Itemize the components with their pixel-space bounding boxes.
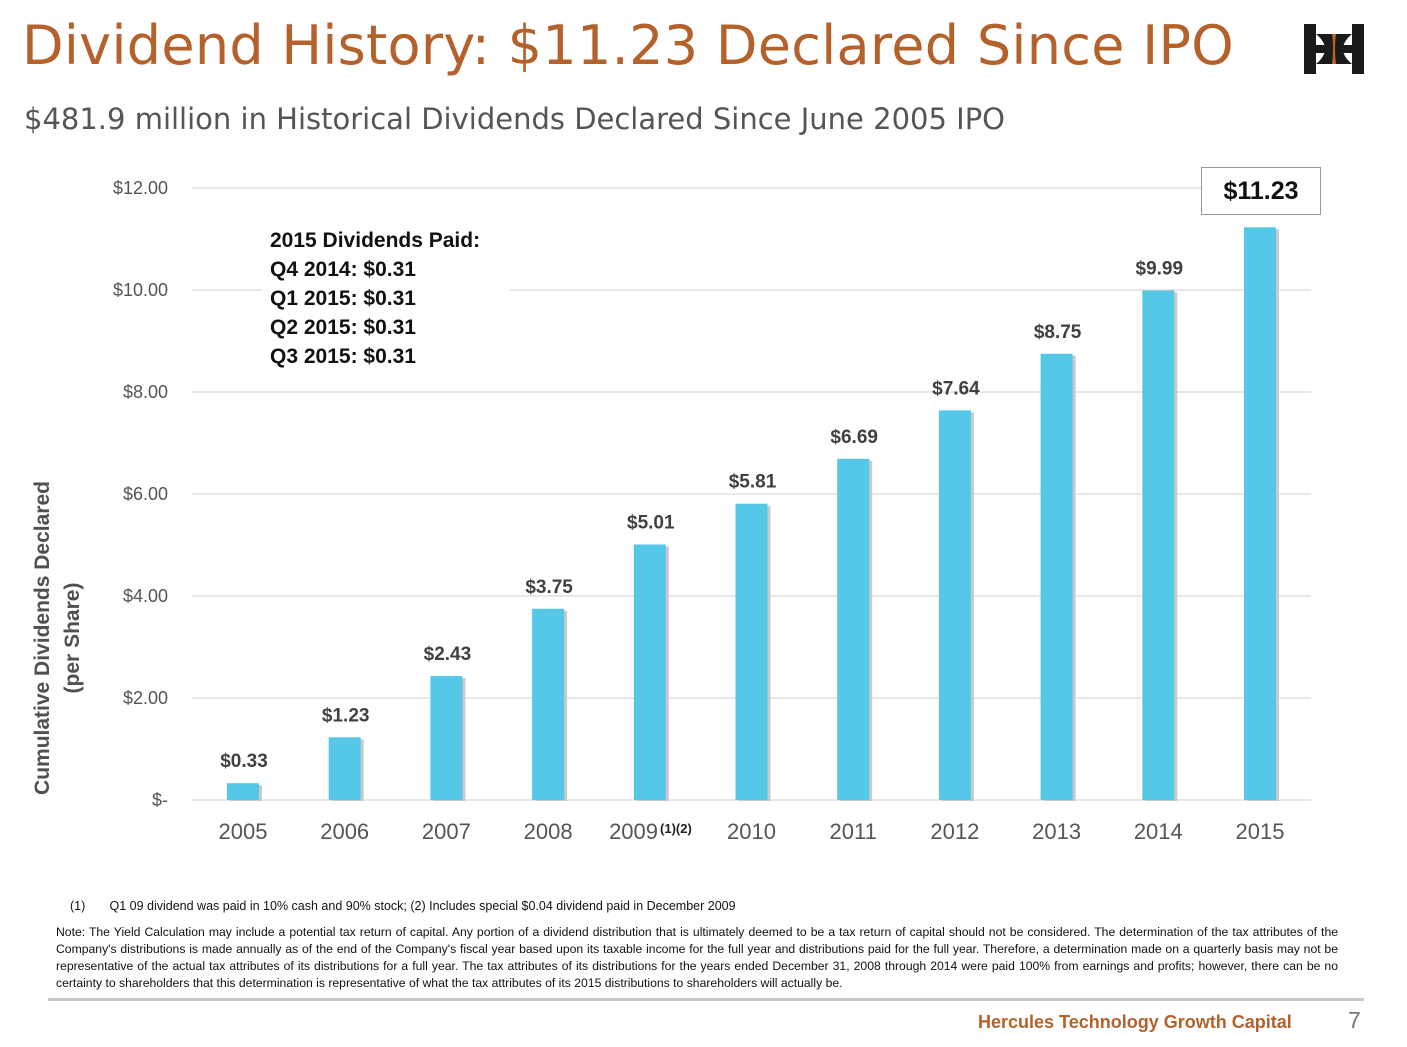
data-label: $1.23 xyxy=(322,705,370,726)
data-label: $6.69 xyxy=(830,427,878,448)
x-tick-label: 2013 xyxy=(1032,819,1081,844)
x-tick-label: 2014 xyxy=(1134,819,1183,844)
total-callout: $11.23 xyxy=(1201,167,1321,215)
bar xyxy=(532,608,565,800)
company-name: Hercules Technology Growth Capital xyxy=(978,1012,1292,1032)
y-axis-title-line-1: Cumulative Dividends Declared xyxy=(31,481,54,795)
callout-line: Q3 2015: $0.31 xyxy=(270,345,416,368)
y-tick-label: $2.00 xyxy=(123,688,168,708)
x-tick-label: 2012 xyxy=(930,819,979,844)
x-tick-label: 2009 (1)(2) xyxy=(609,819,692,844)
footnote-number: (1) xyxy=(70,899,86,913)
callout-line: Q4 2014: $0.31 xyxy=(270,258,416,281)
x-tick-label: 2010 xyxy=(727,819,776,844)
x-tick-annotation: (1)(2) xyxy=(660,821,692,836)
data-label: $0.33 xyxy=(220,751,268,772)
callout-line: Q1 2015: $0.31 xyxy=(270,287,416,310)
y-axis-title: Cumulative Dividends Declared (per Share… xyxy=(28,458,98,818)
y-tick-label: $6.00 xyxy=(123,484,168,504)
chart-area: $- $2.00 $4.00 $6.00 $8.00 $10.00 $12.00 $0.33 2… xyxy=(0,160,1407,860)
bar xyxy=(837,458,870,800)
y-tick-label: $- xyxy=(152,790,168,810)
data-label: $8.75 xyxy=(1034,322,1082,343)
y-tick-label: $12.00 xyxy=(113,178,168,198)
footer-divider xyxy=(48,998,1364,1001)
slide-title: Dividend History: $11.23 Declared Since … xyxy=(22,14,1235,77)
bar xyxy=(227,783,259,800)
footnote-1: (1) Q1 09 dividend was paid in 10% cash … xyxy=(70,899,736,913)
x-tick-label: 2006 xyxy=(320,819,369,844)
x-tick-label: 2015 xyxy=(1236,819,1285,844)
bar xyxy=(735,503,768,800)
x-tick-label: 2008 xyxy=(524,819,573,844)
x-tick-label: 2011 xyxy=(830,819,877,844)
x-tick-label: 2005 xyxy=(219,819,268,844)
y-axis-title-line-2: (per Share) xyxy=(61,582,84,694)
data-label: $5.81 xyxy=(729,472,777,493)
dividends-paid-callout: 2015 Dividends Paid: Q4 2014: $0.31 Q1 2… xyxy=(262,222,510,375)
bar xyxy=(1244,227,1276,800)
footnote-text: Q1 09 dividend was paid in 10% cash and … xyxy=(109,899,736,913)
bar xyxy=(430,676,463,800)
hercules-logo-icon xyxy=(1304,24,1364,74)
bar xyxy=(1040,353,1073,800)
x-tick-text: 2009 xyxy=(609,819,658,844)
callout-heading: 2015 Dividends Paid: xyxy=(270,229,481,252)
data-label: $5.01 xyxy=(627,512,675,533)
data-label: $3.75 xyxy=(525,577,573,598)
tax-note: Note: The Yield Calculation may include … xyxy=(56,925,1338,990)
page-number: 7 xyxy=(1348,1007,1361,1033)
y-tick-label: $8.00 xyxy=(123,382,168,402)
data-label: $7.64 xyxy=(932,378,980,399)
slide-subtitle: $481.9 million in Historical Dividends D… xyxy=(24,102,1006,136)
bar xyxy=(633,544,666,800)
bar-chart: $- $2.00 $4.00 $6.00 $8.00 $10.00 $12.00 $0.33 2… xyxy=(113,178,1311,844)
callout-line: Q2 2015: $0.31 xyxy=(270,316,416,339)
bar xyxy=(938,410,971,800)
y-tick-label: $4.00 xyxy=(123,586,168,606)
bar xyxy=(1142,290,1175,800)
y-tick-label: $10.00 xyxy=(113,280,168,300)
bar xyxy=(328,737,361,800)
x-tick-label: 2007 xyxy=(422,819,471,844)
data-label: $2.43 xyxy=(424,644,472,665)
data-label: $9.99 xyxy=(1136,259,1184,280)
